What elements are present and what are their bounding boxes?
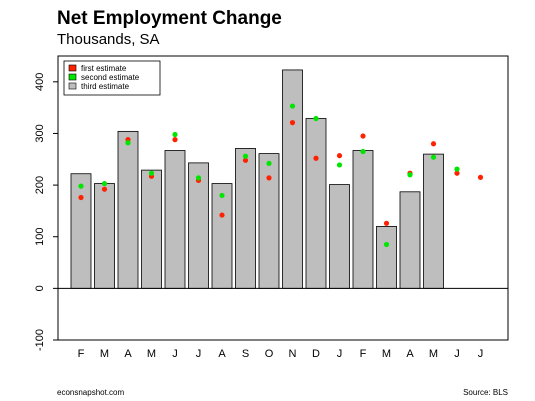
x-tick-label-10: D — [312, 348, 320, 360]
x-tick-label-2: A — [124, 348, 132, 360]
point-first-estimate-15 — [430, 141, 437, 147]
point-first-estimate-7 — [242, 157, 249, 163]
point-second-estimate-11 — [336, 162, 343, 168]
point-second-estimate-15 — [430, 154, 437, 160]
y-tick-label-0: 0 — [34, 285, 46, 291]
x-tick-label-13: M — [382, 348, 391, 360]
y-tick-label--100: -100 — [34, 329, 46, 351]
bar-third-estimate-15 — [423, 153, 444, 289]
bar-third-estimate-9 — [282, 69, 303, 289]
x-tick-label-5: J — [196, 348, 202, 360]
point-second-estimate-6 — [219, 192, 225, 199]
point-first-estimate-12 — [360, 133, 366, 139]
bar-third-estimate-7 — [235, 148, 256, 289]
point-second-estimate-16 — [454, 166, 460, 172]
point-first-estimate-9 — [289, 120, 296, 126]
x-tick-label-14: A — [406, 348, 414, 360]
chart-subtitle: Thousands, SA — [57, 31, 160, 48]
x-tick-label-8: O — [265, 348, 274, 360]
point-first-estimate-13 — [383, 220, 390, 226]
point-second-estimate-12 — [360, 148, 366, 155]
x-tick-label-11: J — [337, 348, 343, 360]
point-second-estimate-2 — [125, 140, 131, 146]
x-tick-label-15: M — [429, 348, 438, 360]
plot-frame — [57, 55, 509, 341]
bar-third-estimate-4 — [164, 150, 186, 289]
bar-third-estimate-14 — [399, 191, 421, 289]
point-first-estimate-0 — [78, 194, 84, 201]
points-layer — [78, 103, 484, 248]
point-second-estimate-5 — [195, 175, 202, 181]
bar-third-estimate-10 — [305, 118, 327, 289]
legend-swatch-second-estimate — [68, 73, 77, 81]
point-first-estimate-11 — [336, 153, 343, 159]
bar-third-estimate-0 — [70, 173, 92, 289]
point-first-estimate-6 — [219, 212, 225, 218]
x-tick-label-17: J — [478, 348, 484, 360]
x-tick-label-3: M — [147, 348, 156, 360]
chart-title: Net Employment Change — [57, 8, 282, 29]
x-tick-label-6: A — [218, 348, 226, 360]
y-tick-label-400: 400 — [34, 73, 46, 91]
bar-third-estimate-13 — [376, 225, 397, 289]
footer-credit: econsnapshot.com — [57, 388, 125, 397]
point-first-estimate-17 — [477, 174, 484, 180]
point-second-estimate-0 — [78, 183, 84, 189]
bar-third-estimate-6 — [211, 183, 233, 289]
point-second-estimate-13 — [383, 241, 390, 248]
point-second-estimate-1 — [101, 180, 108, 187]
legend-label-third-estimate: third estimate — [81, 82, 130, 91]
point-second-estimate-9 — [289, 103, 296, 109]
bar-third-estimate-3 — [141, 169, 162, 289]
x-tick-label-7: S — [242, 348, 249, 360]
x-tick-label-0: F — [78, 348, 85, 360]
y-tick-label-300: 300 — [34, 124, 46, 142]
point-first-estimate-8 — [266, 175, 272, 181]
y-tick-label-100: 100 — [34, 228, 46, 246]
y-axis: -100 0 100 200 300 400 — [34, 73, 58, 351]
point-second-estimate-4 — [172, 131, 178, 138]
legend-box — [63, 60, 161, 96]
point-first-estimate-4 — [172, 137, 178, 143]
x-tick-label-1: M — [100, 348, 109, 360]
point-first-estimate-16 — [454, 170, 460, 176]
bar-third-estimate-8 — [258, 153, 280, 289]
bars-layer — [70, 69, 444, 289]
bar-third-estimate-12 — [352, 150, 374, 289]
x-tick-label-16: J — [454, 348, 460, 360]
legend-swatch-first-estimate — [68, 64, 77, 72]
bar-third-estimate-1 — [94, 183, 115, 289]
point-second-estimate-3 — [148, 170, 155, 176]
bar-third-estimate-2 — [117, 130, 139, 289]
point-first-estimate-1 — [101, 186, 108, 192]
y-tick-label-200: 200 — [34, 176, 46, 194]
legend-label-first-estimate: first estimate — [81, 64, 127, 73]
x-tick-label-9: N — [289, 348, 297, 360]
x-tick-label-4: J — [172, 348, 178, 360]
legend-label-second-estimate: second estimate — [81, 73, 140, 82]
point-second-estimate-7 — [242, 153, 249, 159]
x-tick-label-12: F — [360, 348, 367, 360]
footer-source: Source: BLS — [463, 388, 508, 397]
bar-third-estimate-11 — [329, 184, 350, 289]
point-second-estimate-10 — [313, 115, 319, 122]
legend-swatch-third-estimate — [68, 82, 77, 90]
point-second-estimate-14 — [407, 172, 413, 178]
point-first-estimate-10 — [313, 155, 319, 161]
point-second-estimate-8 — [266, 160, 272, 167]
